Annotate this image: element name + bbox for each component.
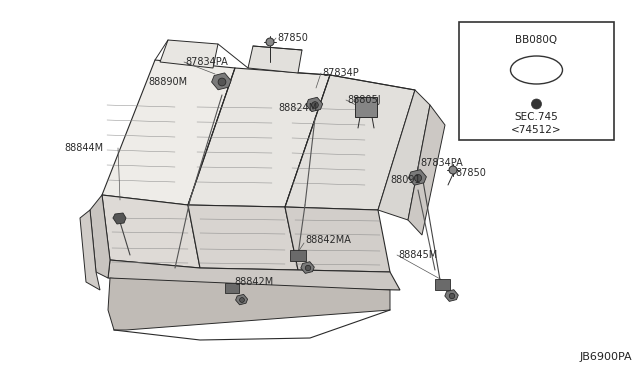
Bar — [290, 250, 306, 261]
Circle shape — [531, 99, 541, 109]
Text: 88824M: 88824M — [278, 103, 317, 113]
Text: 88844M: 88844M — [64, 143, 103, 153]
Polygon shape — [90, 195, 110, 278]
Text: SEC.745: SEC.745 — [515, 112, 558, 122]
Circle shape — [312, 102, 318, 108]
Text: <74512>: <74512> — [511, 125, 562, 135]
Ellipse shape — [511, 56, 563, 84]
Bar — [459, 22, 614, 140]
Text: 88890M: 88890M — [148, 77, 187, 87]
Circle shape — [266, 38, 274, 46]
Bar — [225, 283, 239, 293]
Polygon shape — [285, 75, 415, 210]
Bar — [355, 97, 377, 117]
Circle shape — [305, 265, 310, 271]
Polygon shape — [408, 105, 445, 235]
Polygon shape — [108, 260, 400, 290]
Polygon shape — [80, 210, 100, 290]
Text: 88845M: 88845M — [398, 250, 437, 260]
Polygon shape — [212, 73, 231, 90]
Text: 88091: 88091 — [390, 175, 420, 185]
Text: 87850: 87850 — [277, 33, 308, 43]
Text: BB080Q: BB080Q — [515, 35, 557, 45]
Circle shape — [218, 78, 226, 86]
Polygon shape — [188, 68, 330, 207]
Polygon shape — [408, 170, 426, 185]
Polygon shape — [113, 213, 126, 224]
Polygon shape — [108, 278, 390, 330]
Text: JB6900PA: JB6900PA — [579, 352, 632, 362]
Text: 87834PA: 87834PA — [420, 158, 463, 168]
Bar — [435, 279, 450, 290]
Text: 88842MA: 88842MA — [305, 235, 351, 245]
Polygon shape — [285, 207, 390, 272]
Circle shape — [449, 293, 454, 299]
Polygon shape — [301, 262, 314, 273]
Circle shape — [415, 174, 422, 182]
Polygon shape — [160, 40, 218, 68]
Text: 88842M: 88842M — [234, 277, 273, 287]
Text: 87850: 87850 — [455, 168, 486, 178]
Polygon shape — [102, 60, 235, 205]
Polygon shape — [102, 195, 200, 268]
Polygon shape — [445, 290, 458, 301]
Circle shape — [239, 298, 244, 302]
Circle shape — [449, 166, 457, 174]
Text: 87834P: 87834P — [322, 68, 359, 78]
Polygon shape — [306, 97, 323, 112]
Text: 87834PA: 87834PA — [185, 57, 228, 67]
Polygon shape — [248, 46, 302, 73]
Polygon shape — [236, 294, 248, 305]
Text: 88805J: 88805J — [347, 95, 381, 105]
Polygon shape — [188, 205, 298, 270]
Polygon shape — [378, 90, 430, 220]
